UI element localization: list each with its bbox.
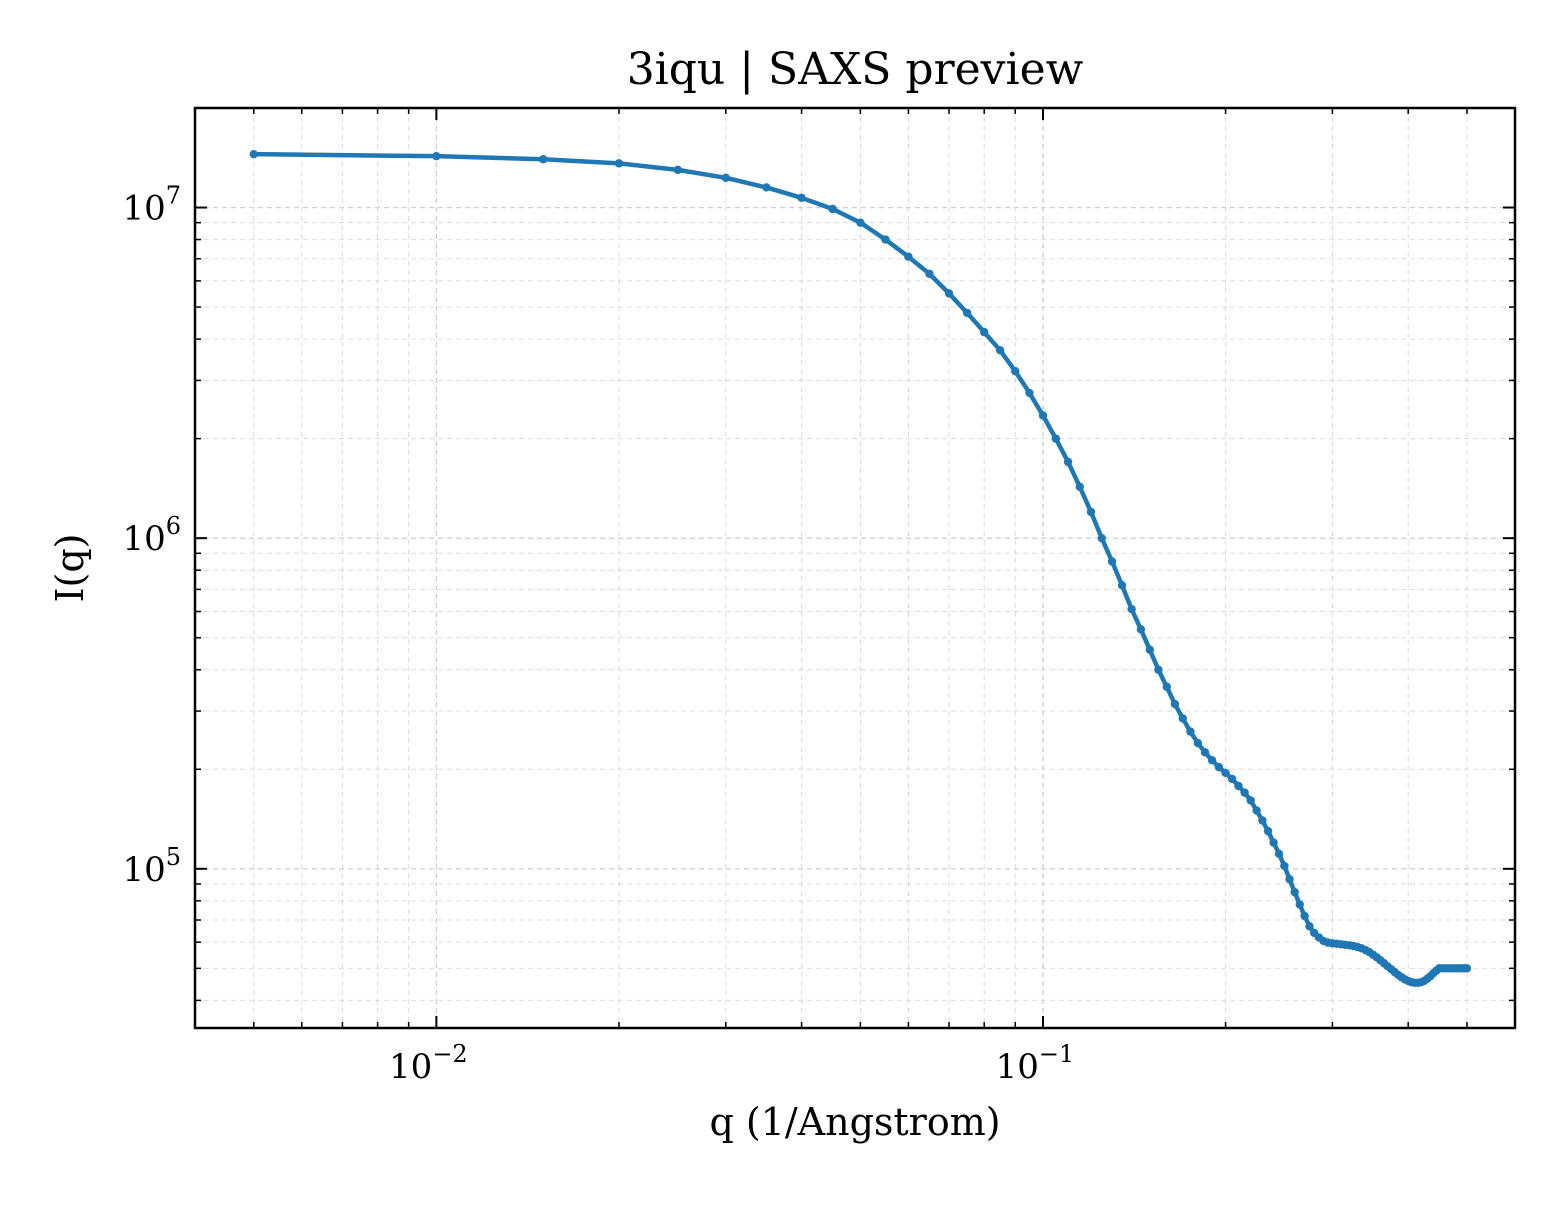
x-tick-label: 10−2 (389, 1040, 468, 1087)
x-tick-label: 10−1 (996, 1040, 1075, 1087)
data-point (1011, 366, 1020, 376)
data-point (249, 149, 258, 159)
y-axis-label: I(q) (48, 534, 92, 603)
x-tick-exponent: −1 (1039, 1040, 1074, 1068)
data-point (1038, 411, 1048, 420)
x-tick-base: 10 (389, 1047, 432, 1087)
data-point (1269, 838, 1278, 847)
data-point (1234, 781, 1243, 791)
data-point (1290, 887, 1299, 897)
data-point (1025, 388, 1034, 398)
data-point (1136, 625, 1146, 634)
data-point (962, 308, 972, 318)
x-tick-base: 10 (996, 1047, 1039, 1087)
data-point (979, 327, 989, 337)
data-point (1263, 826, 1273, 836)
data-point (1170, 699, 1180, 709)
data-point (1117, 581, 1127, 590)
x-axis-label: q (1/Angstrom) (709, 1100, 1000, 1144)
data-point (1075, 482, 1085, 492)
y-tick-base: 10 (122, 850, 165, 890)
data-point (614, 159, 624, 168)
data-point (1300, 911, 1309, 921)
data-point (856, 218, 865, 227)
data-point (1051, 434, 1061, 443)
data-point (1274, 849, 1284, 859)
data-point (1280, 861, 1289, 871)
data-point (432, 151, 441, 161)
data-point (1246, 796, 1255, 805)
data-point (1240, 788, 1249, 797)
data-point (944, 289, 954, 298)
chart-title: 3iqu | SAXS preview (627, 44, 1084, 95)
data-point (1285, 875, 1294, 884)
plot-frame (193, 106, 1517, 1030)
data-point (1145, 645, 1155, 654)
data-point (721, 173, 731, 183)
data-point (1295, 900, 1304, 909)
data-point (995, 346, 1005, 355)
y-tick-exponent: 6 (166, 512, 181, 540)
data-point (1162, 682, 1172, 692)
data-point (1086, 507, 1096, 517)
data-point (1305, 922, 1314, 931)
data-point (673, 165, 682, 175)
data-point (828, 204, 837, 214)
data-point (539, 155, 548, 164)
data-point (1178, 714, 1187, 723)
data-point (1154, 665, 1163, 674)
y-tick-base: 10 (122, 189, 165, 229)
data-point (1186, 727, 1195, 736)
data-point (762, 183, 771, 192)
data-point (904, 252, 913, 261)
data-point (1097, 533, 1106, 543)
data-point (1207, 756, 1217, 765)
data-point (1462, 964, 1472, 973)
data-point (1258, 816, 1267, 825)
data-point (1193, 738, 1203, 748)
data-series (249, 149, 1472, 988)
y-tick-exponent: 5 (166, 843, 181, 871)
y-tick-base: 10 (122, 519, 165, 559)
data-point (1107, 557, 1117, 566)
y-tick-label: 105 (122, 843, 181, 890)
x-tick-exponent: −2 (432, 1040, 467, 1068)
grid-lines (194, 107, 1515, 1028)
data-point (1063, 457, 1073, 467)
data-point (1127, 604, 1136, 614)
y-tick-exponent: 7 (166, 182, 181, 210)
data-point (1252, 806, 1261, 815)
data-point (925, 269, 934, 279)
data-point (1214, 762, 1224, 772)
data-point (797, 193, 806, 203)
data-point (881, 235, 890, 244)
y-tick-label: 107 (122, 182, 181, 229)
data-point (1200, 748, 1210, 757)
data-point (1221, 768, 1230, 778)
y-tick-label: 106 (122, 512, 181, 559)
data-point (1227, 774, 1237, 784)
